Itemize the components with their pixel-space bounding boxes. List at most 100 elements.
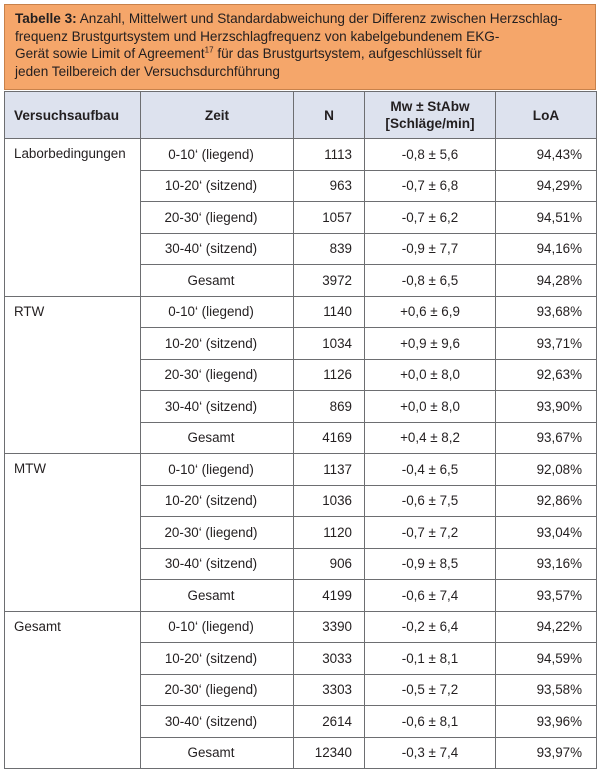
n-cell: 12340 (293, 736, 365, 769)
mw-cell: -0,6 ± 8,1 (364, 705, 496, 738)
mw-cell: +0,6 ± 6,9 (364, 295, 496, 328)
n-cell: 869 (293, 390, 365, 423)
zeit-cell: 10-20‘ (sitzend) (140, 327, 294, 360)
loa-cell: 94,29% (495, 169, 597, 202)
loa-cell: 93,04% (495, 516, 597, 549)
mw-cell: -0,9 ± 7,7 (364, 232, 496, 265)
results-table: Versuchsaufbau Zeit N Mw ± StAbw [Schläge… (4, 91, 597, 769)
n-cell: 1126 (293, 358, 365, 391)
zeit-cell: 30-40‘ (sitzend) (140, 390, 294, 423)
n-cell: 839 (293, 232, 365, 265)
loa-cell: 93,90% (495, 390, 597, 423)
group-cell: MTW (4, 453, 141, 612)
table-header-row: Versuchsaufbau Zeit N Mw ± StAbw [Schläge… (4, 91, 597, 139)
n-cell: 4199 (293, 579, 365, 612)
loa-cell: 94,16% (495, 232, 597, 265)
mw-cell: +0,0 ± 8,0 (364, 390, 496, 423)
n-cell: 3303 (293, 673, 365, 706)
caption-line-2: frequenz Brustgurtsystem und Herzschlagf… (15, 28, 500, 44)
mw-cell: -0,1 ± 8,1 (364, 642, 496, 675)
mw-cell: -0,3 ± 7,4 (364, 736, 496, 769)
zeit-cell: 30-40‘ (sitzend) (140, 232, 294, 265)
table-row: Gesamt 0-10‘ (liegend) 3390 -0,2 ± 6,4 94,22… (4, 610, 597, 769)
loa-cell: 94,51% (495, 201, 597, 234)
zeit-cell: 0-10‘ (liegend) (140, 453, 294, 486)
zeit-cell: 20-30‘ (liegend) (140, 673, 294, 706)
zeit-cell: 0-10‘ (liegend) (140, 610, 294, 643)
caption-text-3b: für das Brustgurtsystem, aufgeschlüsselt… (213, 46, 482, 61)
mw-cell: -0,9 ± 8,5 (364, 547, 496, 580)
group-cell: Gesamt (4, 610, 141, 769)
caption-label: Tabelle 3: (15, 11, 77, 26)
header-zeit: Zeit (140, 91, 294, 139)
header-n: N (293, 91, 365, 139)
mw-cell: -0,8 ± 6,5 (364, 264, 496, 297)
table-row: 20-30‘ (liegend) 1057 -0,7 ± 6,2 94,51% (5, 201, 597, 234)
group-cell: RTW (4, 295, 141, 454)
loa-cell: 94,28% (495, 264, 597, 297)
loa-cell: 93,71% (495, 327, 597, 360)
zeit-cell: Gesamt (140, 736, 294, 769)
zeit-cell: 0-10‘ (liegend) (140, 138, 294, 171)
loa-cell: 92,63% (495, 358, 597, 391)
loa-cell: 93,97% (495, 736, 597, 769)
table-row: 30-40‘ (sitzend) 2614 -0,6 ± 8,1 93,96% (5, 705, 597, 738)
mw-cell: -0,8 ± 5,6 (364, 138, 496, 171)
table-row: 30-40‘ (sitzend) 839 -0,9 ± 7,7 94,16% (5, 232, 597, 265)
mw-cell: -0,6 ± 7,5 (364, 484, 496, 517)
caption-text-3a: Gerät sowie Limit of Agreement (15, 46, 205, 61)
loa-cell: 93,96% (495, 705, 597, 738)
n-cell: 4169 (293, 421, 365, 454)
zeit-cell: 10-20‘ (sitzend) (140, 169, 294, 202)
table-row: Gesamt 3972 -0,8 ± 6,5 94,28% (5, 264, 597, 297)
table-row: Gesamt 4169 +0,4 ± 8,2 93,67% (5, 421, 597, 454)
caption-text-1: Anzahl, Mittelwert und Standardabweichun… (79, 11, 563, 26)
n-cell: 1034 (293, 327, 365, 360)
zeit-cell: 30-40‘ (sitzend) (140, 547, 294, 580)
loa-cell: 92,08% (495, 453, 597, 486)
loa-cell: 94,43% (495, 138, 597, 171)
loa-cell: 93,57% (495, 579, 597, 612)
loa-cell: 94,59% (495, 642, 597, 675)
mw-cell: +0,9 ± 9,6 (364, 327, 496, 360)
mw-cell: -0,4 ± 6,5 (364, 453, 496, 486)
n-cell: 1120 (293, 516, 365, 549)
table-row: 10-20‘ (sitzend) 963 -0,7 ± 6,8 94,29% (5, 169, 597, 202)
table-row: MTW 0-10‘ (liegend) 1137 -0,4 ± 6,5 92,08% (4, 453, 597, 612)
table-row: 30-40‘ (sitzend) 869 +0,0 ± 8,0 93,90% (5, 390, 597, 423)
header-mw-stabw: Mw ± StAbw [Schläge/min] (364, 91, 496, 139)
header-mw-line1: Mw ± StAbw (390, 99, 470, 114)
n-cell: 3972 (293, 264, 365, 297)
n-cell: 1113 (293, 138, 365, 171)
mw-cell: -0,6 ± 7,4 (364, 579, 496, 612)
zeit-cell: 20-30‘ (liegend) (140, 516, 294, 549)
n-cell: 906 (293, 547, 365, 580)
loa-cell: 92,86% (495, 484, 597, 517)
zeit-cell: 30-40‘ (sitzend) (140, 705, 294, 738)
table-row: 20-30‘ (liegend) 1126 +0,0 ± 8,0 92,63% (5, 358, 597, 391)
caption-line-3: Gerät sowie Limit of Agreement17 für das… (15, 45, 587, 63)
zeit-cell: 20-30‘ (liegend) (140, 201, 294, 234)
n-cell: 2614 (293, 705, 365, 738)
table-row: RTW 0-10‘ (liegend) 1140 +0,6 ± 6,9 93,68% (4, 295, 597, 454)
n-cell: 1140 (293, 295, 365, 328)
n-cell: 1137 (293, 453, 365, 486)
table-row: 10-20‘ (sitzend) 3033 -0,1 ± 8,1 94,59% (5, 642, 597, 675)
caption-line-4: jeden Teilbereich der Versuchsdurchführu… (15, 63, 280, 79)
loa-cell: 93,67% (495, 421, 597, 454)
table-body: Laborbedingungen 0-10‘ (liegend) 1113 -0,8 … (4, 138, 597, 769)
n-cell: 1057 (293, 201, 365, 234)
zeit-cell: 0-10‘ (liegend) (140, 295, 294, 328)
mw-cell: -0,7 ± 6,8 (364, 169, 496, 202)
header-mw-line2: [Schläge/min] (385, 116, 475, 131)
mw-cell: -0,2 ± 6,4 (364, 610, 496, 643)
loa-cell: 94,22% (495, 610, 597, 643)
table-row: Gesamt 4199 -0,6 ± 7,4 93,57% (5, 579, 597, 612)
mw-cell: -0,7 ± 6,2 (364, 201, 496, 234)
n-cell: 963 (293, 169, 365, 202)
zeit-cell: 10-20‘ (sitzend) (140, 642, 294, 675)
zeit-cell: Gesamt (140, 264, 294, 297)
loa-cell: 93,16% (495, 547, 597, 580)
loa-cell: 93,58% (495, 673, 597, 706)
